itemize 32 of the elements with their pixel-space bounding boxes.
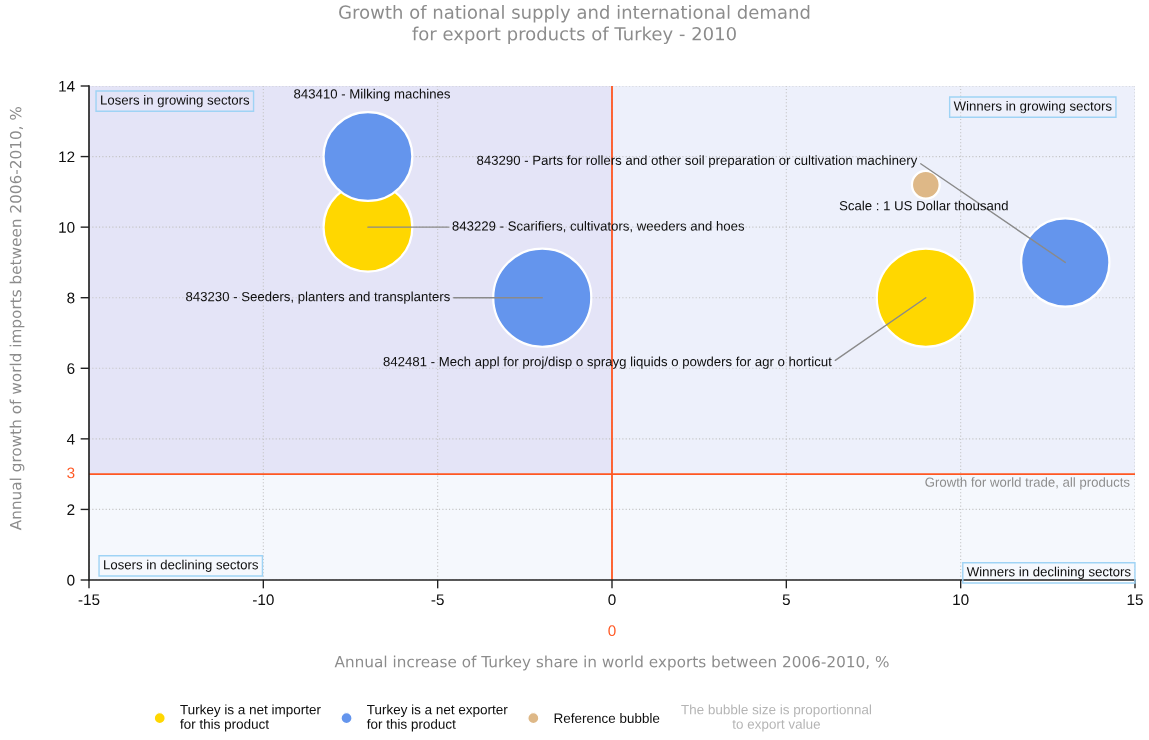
x-tick-label: -5 bbox=[431, 594, 444, 606]
y-tick-label: 12 bbox=[59, 151, 75, 163]
legend-label: Turkey is a net exporter for this product bbox=[366, 704, 508, 732]
y-tick-label: 6 bbox=[67, 363, 75, 374]
x-tick-label: 10 bbox=[953, 594, 969, 606]
y-tick-label: 2 bbox=[67, 504, 75, 515]
chart-title: Growth of national supply and international demand for export products of Turkey - 2010 bbox=[339, 5, 810, 45]
y-tick-label: 14 bbox=[59, 81, 75, 92]
y-axis-title: Annual growth of world imports between 2006-2010, % bbox=[9, 106, 25, 531]
x-tick-label: 15 bbox=[1127, 594, 1143, 606]
ref-line-label: 0 bbox=[608, 625, 616, 637]
legend-label: Reference bubble bbox=[554, 713, 660, 724]
annotation: 843410 - Milking machines bbox=[294, 88, 450, 102]
annotation: 843230 - Seeders, planters and transplanters bbox=[186, 291, 450, 304]
y-tick-label: 10 bbox=[59, 222, 75, 233]
annotation: Scale : 1 US Dollar thousand bbox=[839, 200, 1008, 211]
y-tick-label: 0 bbox=[67, 574, 75, 586]
annotation: Losers in growing sectors bbox=[101, 95, 250, 108]
legend-label: Turkey is a net importer for this product bbox=[180, 704, 321, 732]
y-tick-label: 4 bbox=[66, 433, 75, 445]
annotation: Growth for world trade, all products bbox=[925, 477, 1130, 490]
ref-line-label: 3 bbox=[67, 467, 75, 479]
x-tick-label: 5 bbox=[782, 594, 790, 606]
y-tick-label: 8 bbox=[67, 292, 75, 304]
x-tick-label: 0 bbox=[608, 594, 616, 606]
x-axis-title: Annual increase of Turkey share in world exports between 2006-2010, % bbox=[334, 655, 889, 671]
annotation: Losers in declining sectors bbox=[104, 559, 258, 572]
x-tick-label: -10 bbox=[252, 594, 274, 606]
text: The bubble size is proportionnal to export value bbox=[681, 704, 871, 732]
annotation: Winners in declining sectors bbox=[966, 566, 1131, 579]
annotation: Winners in growing sectors bbox=[953, 101, 1112, 114]
x-tick-label: -15 bbox=[78, 594, 100, 606]
